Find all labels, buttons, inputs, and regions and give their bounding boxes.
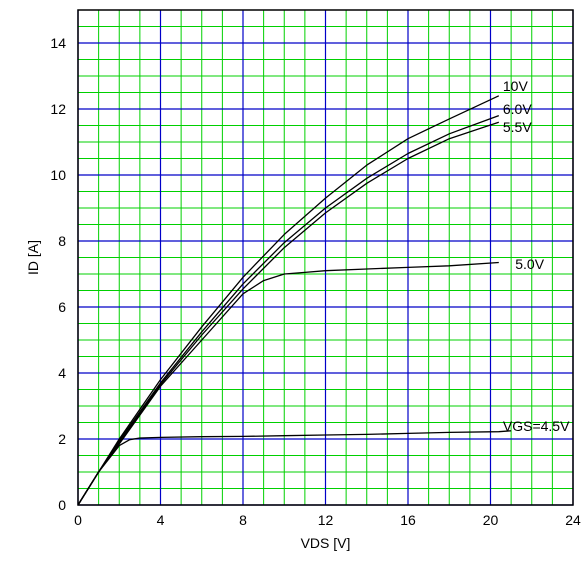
curve-label: 6.0V (503, 101, 532, 117)
curve-label: VGS=4.5V (503, 418, 570, 434)
plot-frame (77, 9, 574, 506)
curve-label: 5.0V (515, 256, 544, 272)
series-line (77, 121, 500, 506)
curve-label: 10V (503, 78, 529, 94)
x-tick-label: 20 (483, 512, 499, 528)
y-tick-label: 8 (58, 233, 66, 249)
x-axis-label: VDS [V] (301, 535, 351, 551)
curve-labels: 10V 6.0V 5.5V 5.0V VGS=4.5V (503, 78, 570, 434)
x-tick-labels: 0 4 8 12 16 20 24 (74, 512, 581, 528)
y-tick-label: 2 (58, 431, 66, 447)
x-tick-label: 8 (239, 512, 247, 528)
y-tick-label: 0 (58, 497, 66, 513)
series-line (77, 114, 500, 506)
y-tick-label: 4 (58, 365, 66, 381)
x-tick-label: 12 (318, 512, 334, 528)
y-axis-label: ID [A] (25, 240, 41, 275)
y-tick-label: 10 (50, 167, 66, 183)
y-tick-labels: 0 2 4 6 8 10 12 14 (50, 35, 66, 513)
x-tick-label: 0 (74, 512, 82, 528)
x-tick-label: 24 (565, 512, 581, 528)
y-tick-label: 14 (50, 35, 66, 51)
curve-label: 5.5V (503, 119, 532, 135)
y-tick-label: 6 (58, 299, 66, 315)
x-tick-label: 16 (400, 512, 416, 528)
series-layer (77, 95, 512, 506)
y-tick-label: 12 (50, 101, 66, 117)
series-line (77, 261, 499, 506)
x-tick-label: 4 (157, 512, 165, 528)
series-line (77, 430, 512, 506)
series-line (77, 95, 500, 506)
